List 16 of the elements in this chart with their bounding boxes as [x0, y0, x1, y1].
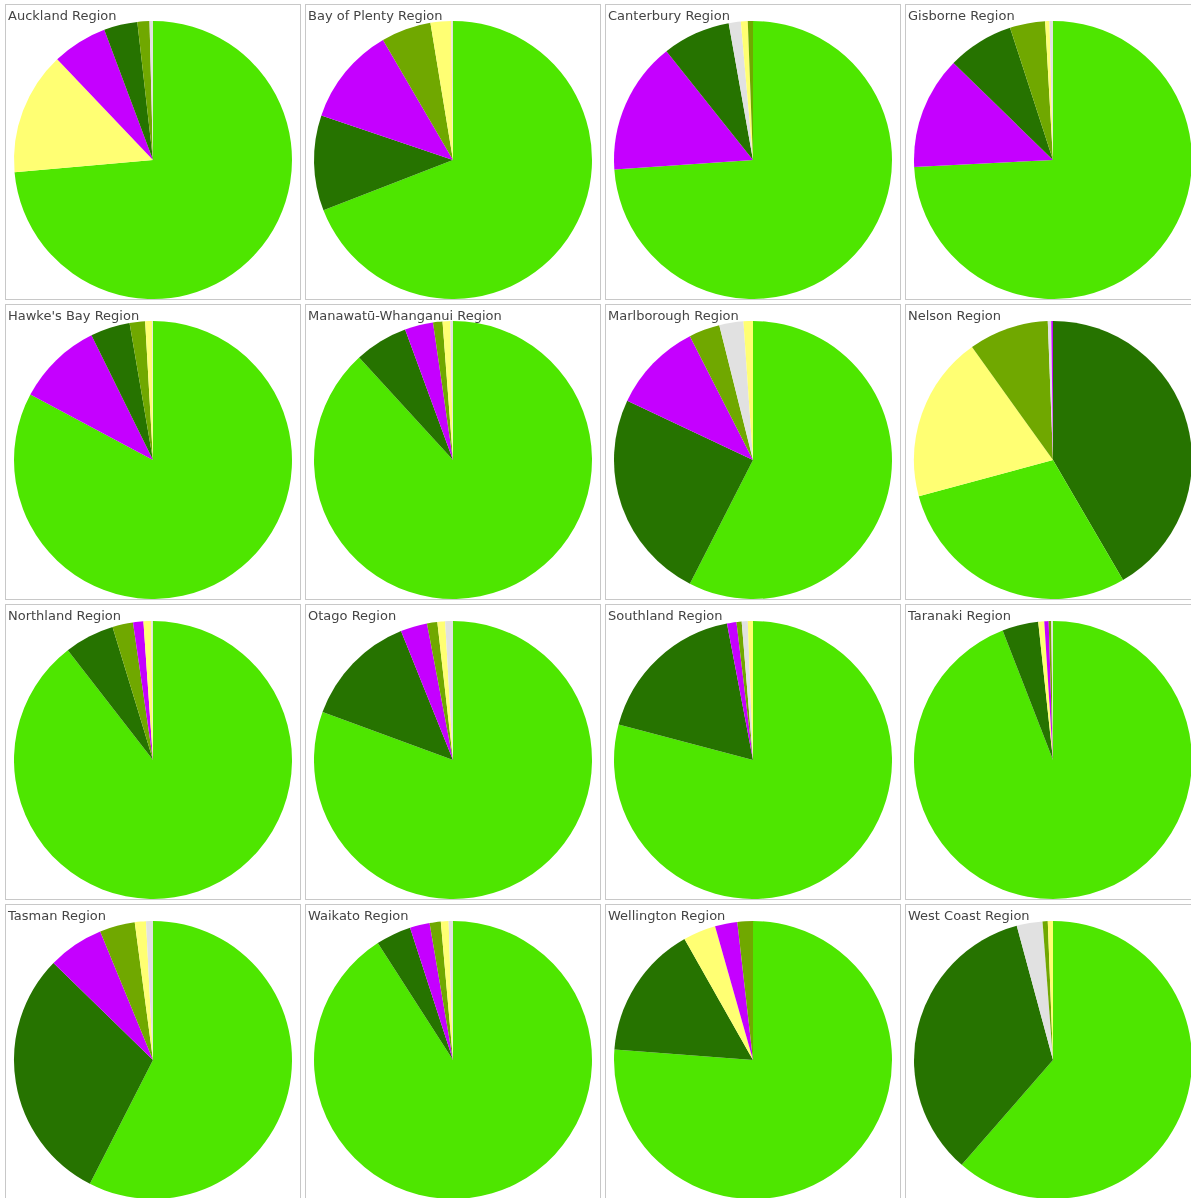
chart-title: Manawatū-Whanganui Region: [308, 308, 502, 323]
chart-title: Marlborough Region: [608, 308, 739, 323]
chart-title: Southland Region: [608, 608, 723, 623]
chart-title: Auckland Region: [8, 8, 117, 23]
chart-title: Wellington Region: [608, 908, 726, 923]
chart-title: Otago Region: [308, 608, 397, 623]
chart-title: Taranaki Region: [908, 608, 1012, 623]
chart-title: Northland Region: [8, 608, 122, 623]
chart-title: Canterbury Region: [608, 8, 730, 23]
chart-title: Bay of Plenty Region: [308, 8, 443, 23]
chart-title: Hawke's Bay Region: [8, 308, 140, 323]
chart-title: Nelson Region: [908, 308, 1001, 323]
chart-title: Gisborne Region: [908, 8, 1015, 23]
chart-title: West Coast Region: [908, 908, 1030, 923]
chart-title: Waikato Region: [308, 908, 409, 923]
chart-title: Tasman Region: [8, 908, 107, 923]
